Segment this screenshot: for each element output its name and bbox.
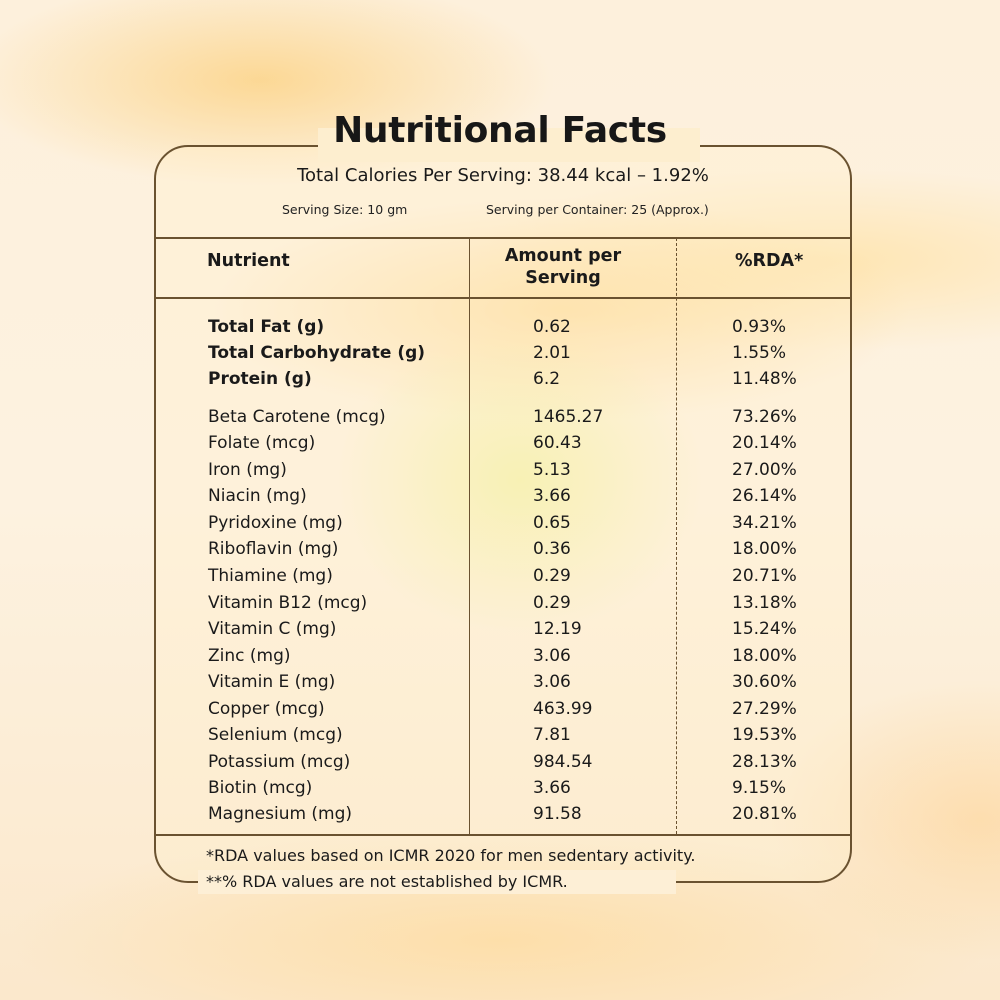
nutrient-amount: 60.43 xyxy=(533,433,582,453)
nutrient-rda: 15.24% xyxy=(732,619,797,639)
nutrient-amount: 3.06 xyxy=(533,646,571,666)
nutrient-rda: 20.81% xyxy=(732,804,797,824)
nutrient-name: Pyridoxine (mg) xyxy=(208,513,343,533)
header-bottom-divider xyxy=(155,297,851,299)
nutrient-name: Vitamin E (mg) xyxy=(208,672,336,692)
header-rda: %RDA* xyxy=(735,251,804,271)
serving-size: Serving Size: 10 gm xyxy=(282,202,408,217)
nutrient-rda: 20.71% xyxy=(732,566,797,586)
nutrient-name: Beta Carotene (mcg) xyxy=(208,407,386,427)
nutrient-name: Copper (mcg) xyxy=(208,699,325,719)
nutrient-amount: 12.19 xyxy=(533,619,582,639)
nutrient-rda: 28.13% xyxy=(732,752,797,772)
nutrient-name: Vitamin C (mg) xyxy=(208,619,337,639)
label-frame xyxy=(154,145,852,883)
nutrient-amount: 6.2 xyxy=(533,369,561,389)
nutrient-name: Potassium (mcg) xyxy=(208,752,351,772)
nutrient-amount: 5.13 xyxy=(533,460,571,480)
nutrient-rda: 18.00% xyxy=(732,646,797,666)
nutrient-name: Zinc (mg) xyxy=(208,646,291,666)
nutrient-rda: 9.15% xyxy=(732,778,787,798)
nutrient-amount: 0.29 xyxy=(533,566,571,586)
footnote-border-gap xyxy=(198,870,676,894)
title-background xyxy=(318,128,700,162)
header-amount: Amount per Serving xyxy=(470,245,656,289)
nutrient-rda: 27.00% xyxy=(732,460,797,480)
total-calories: Total Calories Per Serving: 38.44 kcal –… xyxy=(297,165,709,186)
nutrient-name: Vitamin B12 (mcg) xyxy=(208,593,368,613)
nutrient-name: Niacin (mg) xyxy=(208,486,307,506)
nutrient-name: Total Fat (g) xyxy=(208,317,325,337)
nutrient-rda: 18.00% xyxy=(732,539,797,559)
nutrient-amount: 463.99 xyxy=(533,699,593,719)
nutrient-amount: 2.01 xyxy=(533,343,571,363)
column-divider-amount xyxy=(469,238,470,834)
header-amount-line1: Amount per xyxy=(504,246,622,266)
nutrient-amount: 3.66 xyxy=(533,486,571,506)
table-bottom-divider xyxy=(155,834,851,836)
nutrient-name: Biotin (mcg) xyxy=(208,778,313,798)
footnote-rda-not-established: **% RDA values are not established by IC… xyxy=(206,872,568,891)
nutrient-rda: 27.29% xyxy=(732,699,797,719)
nutrient-rda: 11.48% xyxy=(732,369,797,389)
nutrient-name: Iron (mg) xyxy=(208,460,287,480)
nutrient-amount: 0.36 xyxy=(533,539,571,559)
nutrient-name: Riboflavin (mg) xyxy=(208,539,339,559)
nutrient-name: Selenium (mcg) xyxy=(208,725,343,745)
nutrient-amount: 984.54 xyxy=(533,752,593,772)
nutrient-name: Protein (g) xyxy=(208,369,312,389)
header-top-divider xyxy=(155,237,851,239)
footnote-rda-basis: *RDA values based on ICMR 2020 for men s… xyxy=(206,846,696,865)
nutrient-rda: 13.18% xyxy=(732,593,797,613)
header-nutrient: Nutrient xyxy=(207,251,290,271)
nutrient-name: Total Carbohydrate (g) xyxy=(208,343,426,363)
nutrient-amount: 0.65 xyxy=(533,513,571,533)
nutrient-rda: 0.93% xyxy=(732,317,787,337)
nutrient-amount: 7.81 xyxy=(533,725,571,745)
nutrient-name: Magnesium (mg) xyxy=(208,804,353,824)
nutrient-amount: 0.62 xyxy=(533,317,571,337)
column-divider-rda xyxy=(676,238,677,834)
serving-per-container: Serving per Container: 25 (Approx.) xyxy=(486,202,709,217)
nutrient-amount: 91.58 xyxy=(533,804,582,824)
nutrient-rda: 20.14% xyxy=(732,433,797,453)
nutrient-amount: 3.06 xyxy=(533,672,571,692)
nutrient-rda: 26.14% xyxy=(732,486,797,506)
page-title: Nutritional Facts xyxy=(333,110,667,151)
nutrient-rda: 34.21% xyxy=(732,513,797,533)
nutrient-name: Thiamine (mg) xyxy=(208,566,333,586)
nutrient-name: Folate (mcg) xyxy=(208,433,316,453)
nutrient-rda: 19.53% xyxy=(732,725,797,745)
nutrient-rda: 73.26% xyxy=(732,407,797,427)
nutrient-rda: 30.60% xyxy=(732,672,797,692)
header-amount-line2: Serving xyxy=(525,268,601,288)
nutrient-amount: 3.66 xyxy=(533,778,571,798)
nutrient-amount: 1465.27 xyxy=(533,407,604,427)
nutrient-rda: 1.55% xyxy=(732,343,787,363)
nutrient-amount: 0.29 xyxy=(533,593,571,613)
